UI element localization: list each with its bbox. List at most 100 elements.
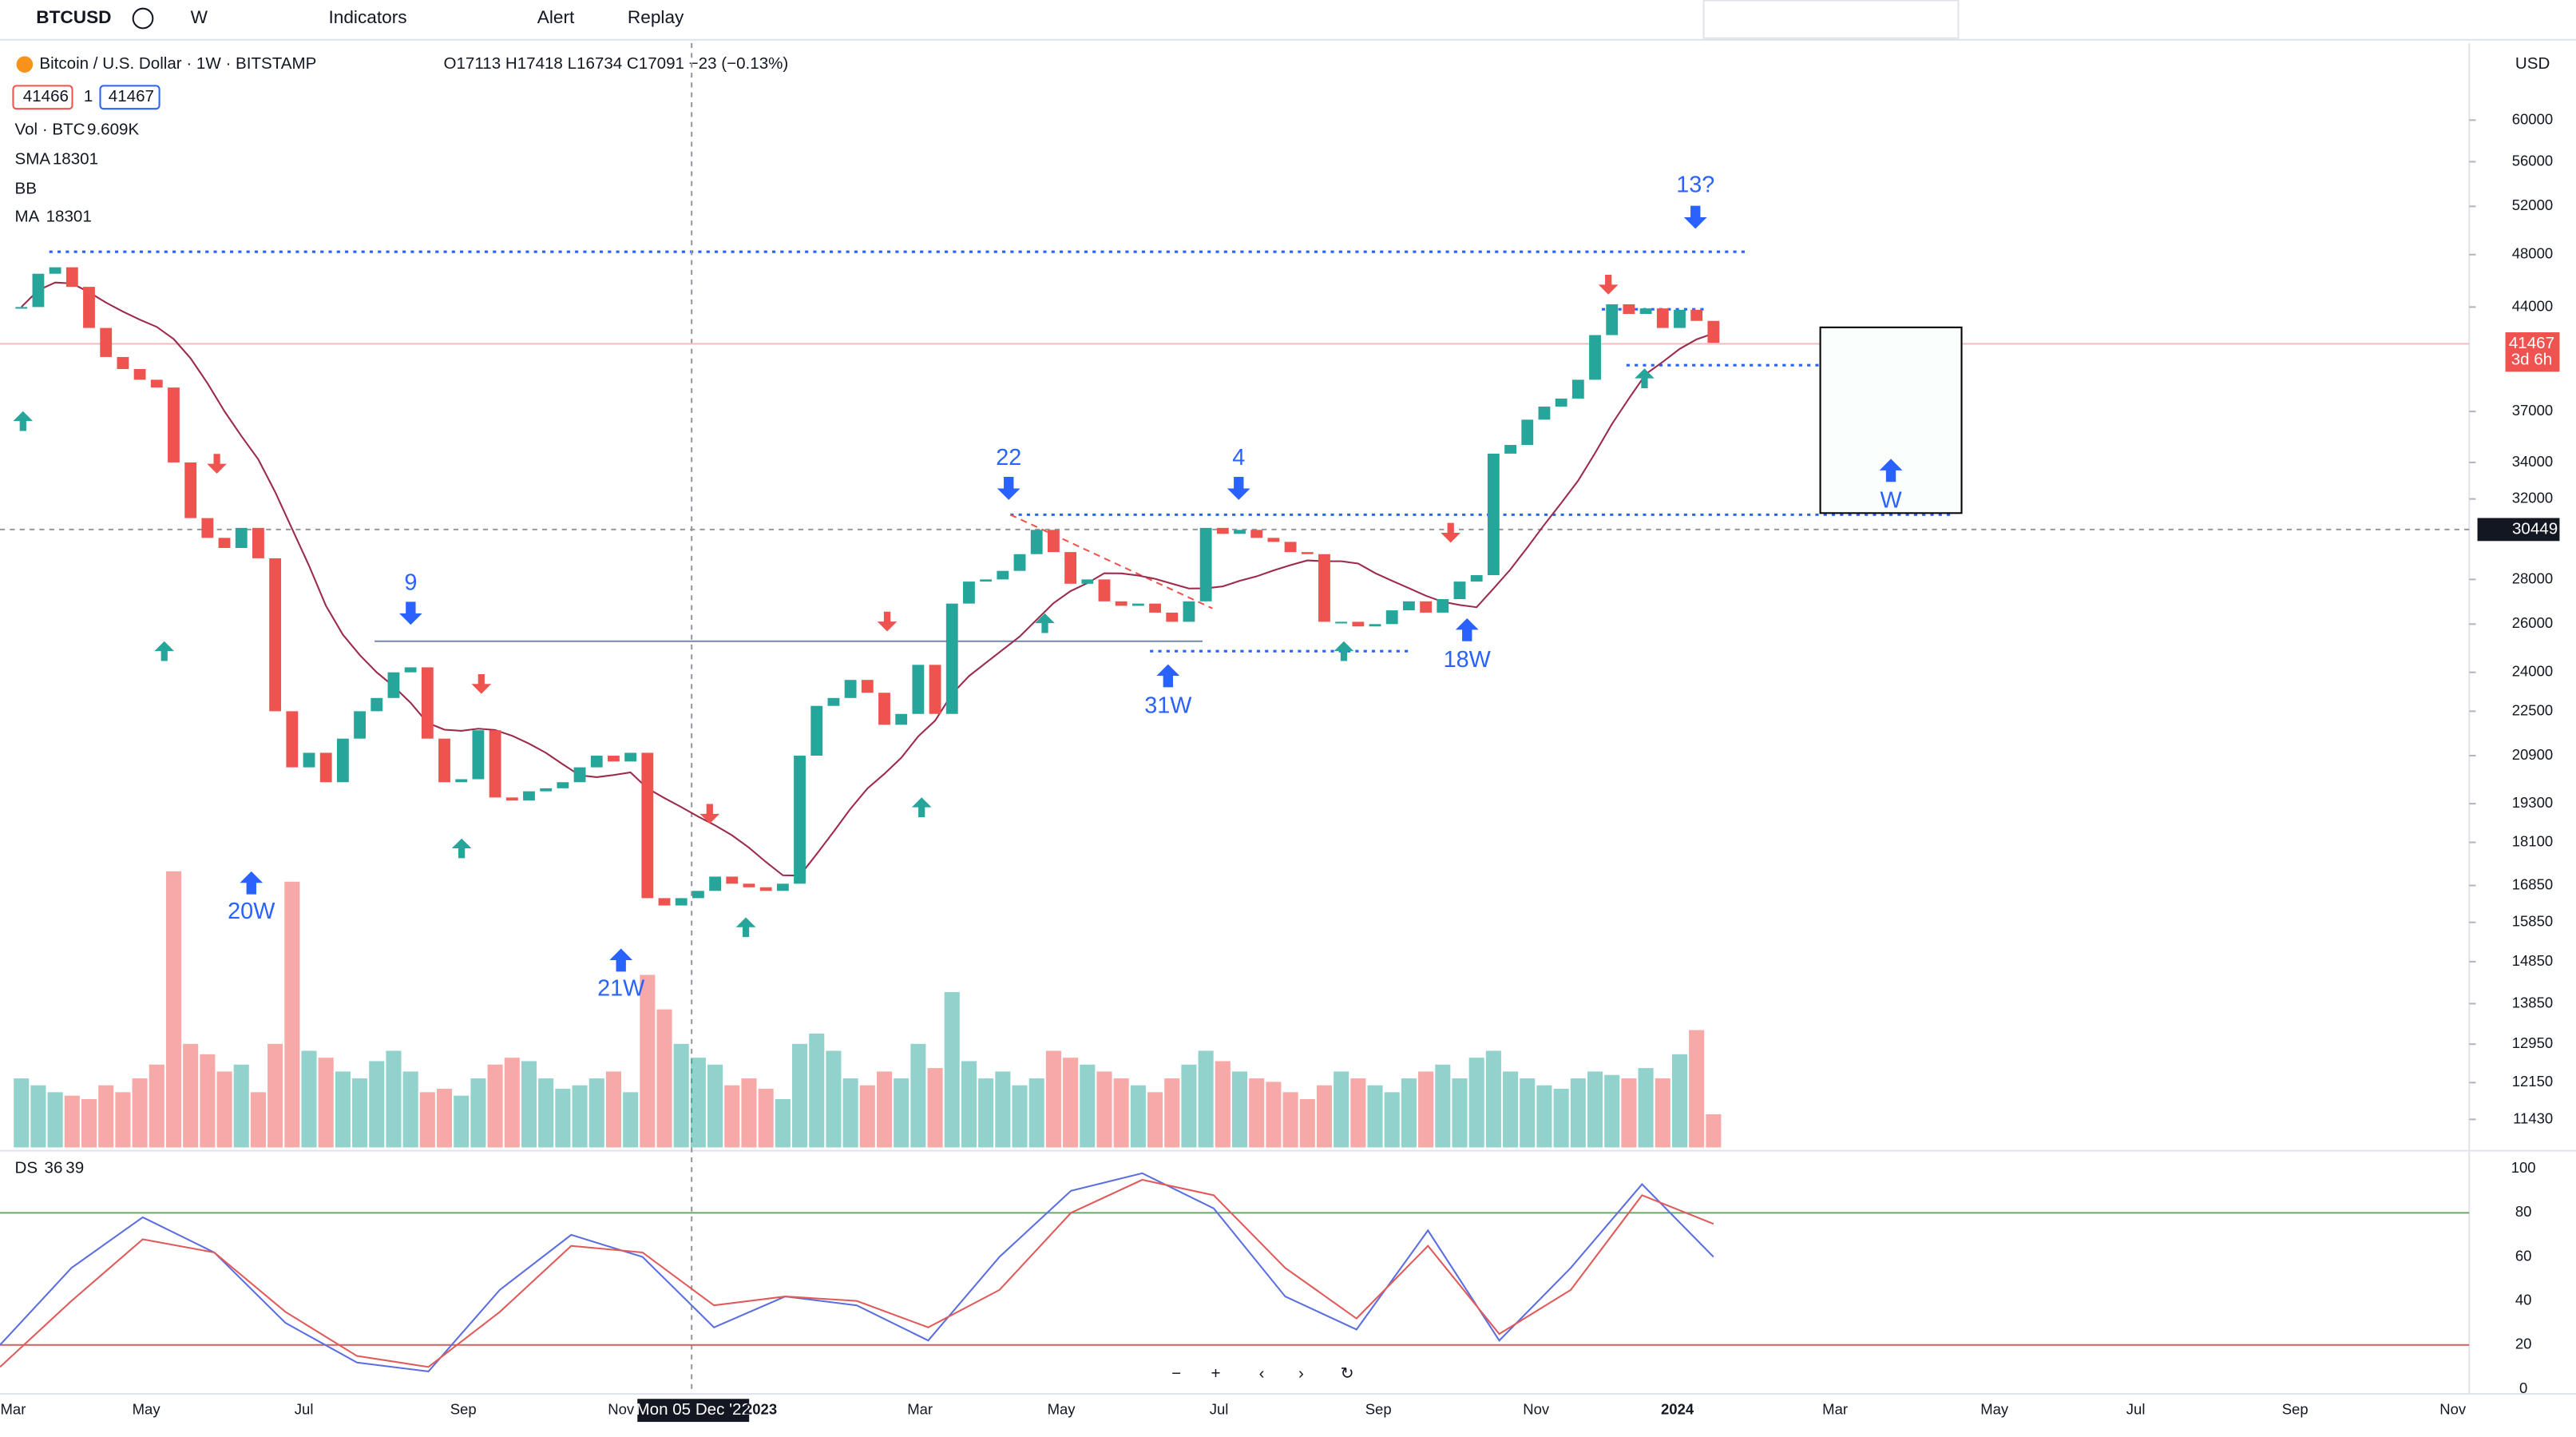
currency[interactable]: USD [2515, 54, 2550, 73]
candle [1571, 379, 1584, 399]
indicators[interactable]: Indicators [328, 7, 406, 27]
candle [810, 705, 823, 756]
volume-bar [961, 1061, 977, 1148]
scroll-right[interactable]: › [1298, 1364, 1304, 1383]
candle [726, 876, 739, 884]
add-symbol[interactable] [132, 7, 154, 30]
candle [1403, 601, 1415, 611]
drawing-toolbar[interactable] [1702, 0, 1960, 39]
candle [269, 558, 282, 712]
candle [1521, 419, 1534, 446]
volume-bar [1350, 1078, 1366, 1148]
y-tick-label: 26000 [2512, 614, 2553, 631]
candle [759, 887, 772, 891]
volume-bar [555, 1089, 571, 1148]
y-tick-label: 19300 [2512, 794, 2553, 811]
x-tick-label: May [1980, 1401, 2009, 1418]
candle [83, 287, 95, 328]
legend-ohlc: O17113 H17418 L16734 C17091 −23 (−0.13%) [443, 54, 788, 73]
ds-label: DS [15, 1159, 38, 1177]
candle [438, 738, 450, 783]
replay[interactable]: Replay [628, 7, 684, 27]
x-tick-label: 2023 [744, 1401, 777, 1418]
volume-bar [876, 1071, 893, 1148]
zoom-out[interactable]: − [1171, 1364, 1181, 1383]
volume-bar [1028, 1078, 1044, 1148]
y-tick-label: 40 [2515, 1292, 2532, 1308]
y-tick-label: 100 [2511, 1159, 2536, 1176]
x-tick-label: Nov [608, 1401, 635, 1418]
volume-bar [1282, 1092, 1298, 1148]
ds-signal-value: 39 [65, 1159, 84, 1177]
y-tick-label: 37000 [2512, 402, 2553, 419]
volume-bar [1452, 1078, 1468, 1148]
alert[interactable]: Alert [537, 7, 575, 27]
candle [1284, 542, 1297, 553]
volume-bar [1418, 1071, 1434, 1148]
scroll-left[interactable]: ‹ [1259, 1364, 1265, 1383]
volume-bar [809, 1033, 825, 1148]
reset[interactable]: ↻ [1340, 1364, 1353, 1383]
candle [235, 527, 248, 549]
y-tick-label: 44000 [2512, 297, 2553, 314]
vol-label: Vol · BTC [15, 120, 85, 138]
volume-bar [284, 881, 300, 1148]
candle [1250, 530, 1263, 538]
volume-bar [149, 1064, 164, 1148]
toolbar: BTCUSD W Indicators Alert Replay [0, 0, 2576, 41]
candle [945, 603, 958, 714]
volume-bar [14, 1078, 30, 1148]
candle [184, 462, 197, 518]
sma-label: SMA [15, 149, 51, 168]
arrows [13, 205, 1903, 972]
candle [150, 379, 163, 388]
candle [117, 356, 129, 369]
annotation: 20W [228, 899, 275, 924]
volume-bar [1468, 1058, 1484, 1148]
volume-bar [1063, 1058, 1079, 1148]
blue-arrow [1156, 664, 1180, 688]
candle [32, 273, 45, 308]
y-tick-label: 22500 [2512, 701, 2553, 718]
volume-bar [64, 1095, 80, 1148]
ma-line [21, 281, 1714, 877]
ask-box[interactable] [99, 85, 161, 110]
candle [1318, 554, 1330, 622]
symbol[interactable]: BTCUSD [36, 7, 111, 27]
candle [1081, 579, 1094, 584]
up-arrow [13, 411, 34, 431]
price-pane [14, 267, 1722, 1148]
annotation: 9 [404, 570, 417, 595]
volume-bar [335, 1071, 351, 1148]
annotation: 31W [1144, 693, 1192, 719]
ma-label: MA [15, 207, 40, 225]
nav-panel[interactable] [1159, 1359, 1357, 1389]
y-tick-label: 52000 [2512, 196, 2553, 213]
volume-bar [436, 1089, 453, 1148]
y-tick-label: 18100 [2512, 832, 2553, 849]
candle [709, 876, 722, 891]
candle [776, 883, 789, 891]
volume-bar [1503, 1071, 1519, 1148]
candle [1420, 601, 1433, 613]
x-tick-label: May [133, 1401, 161, 1418]
blue-arrow [1879, 458, 1903, 482]
volume-bar [927, 1068, 943, 1148]
candle [1199, 527, 1212, 601]
candle [168, 387, 180, 462]
blue-arrow [240, 871, 264, 895]
candle [1047, 530, 1060, 553]
candle [794, 756, 806, 884]
down-arrow [877, 611, 898, 632]
interval[interactable]: W [191, 7, 208, 27]
up-arrow [911, 797, 932, 817]
y-tick-label: 16850 [2512, 875, 2553, 892]
bid-box[interactable] [12, 85, 73, 110]
volume-bar [978, 1078, 994, 1148]
zoom-in[interactable]: + [1211, 1364, 1220, 1383]
x-tick-label: Mar [907, 1401, 933, 1418]
volume-bar [859, 1085, 875, 1148]
candle [489, 730, 501, 798]
down-arrow [471, 673, 492, 694]
candle [1234, 530, 1246, 534]
